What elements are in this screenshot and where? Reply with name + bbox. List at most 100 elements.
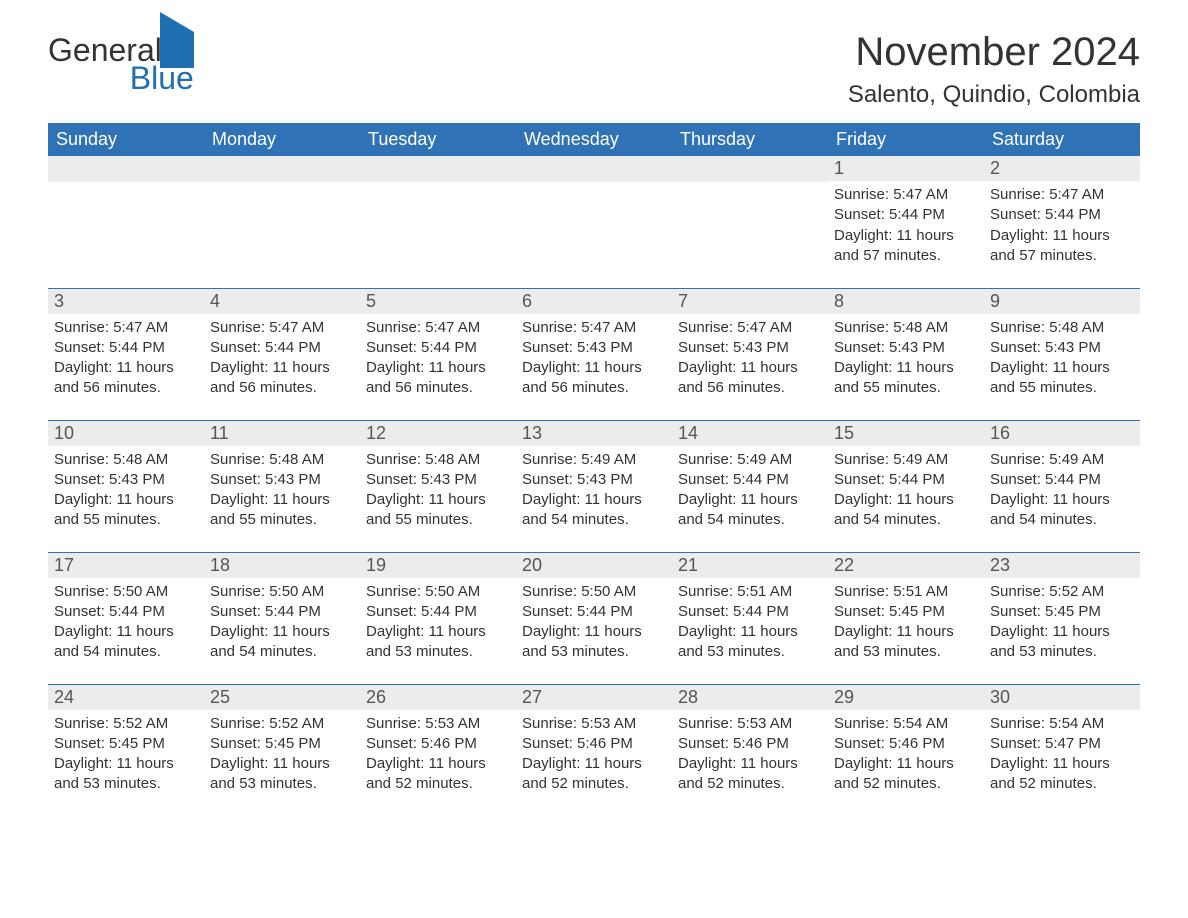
day-details: Sunrise: 5:47 AMSunset: 5:44 PMDaylight:… bbox=[828, 181, 984, 266]
sunset-line: Sunset: 5:44 PM bbox=[990, 205, 1134, 225]
daylight-line: Daylight: 11 hours and 53 minutes. bbox=[834, 622, 978, 663]
sunset-line: Sunset: 5:44 PM bbox=[210, 338, 354, 358]
day-number: 2 bbox=[984, 156, 1140, 181]
day-number: 23 bbox=[984, 553, 1140, 578]
daylight-line: Daylight: 11 hours and 52 minutes. bbox=[366, 754, 510, 795]
calendar-day-cell: 30Sunrise: 5:54 AMSunset: 5:47 PMDayligh… bbox=[984, 684, 1140, 816]
sunrise-line: Sunrise: 5:50 AM bbox=[210, 582, 354, 602]
day-number-bar-empty bbox=[204, 156, 360, 182]
daylight-line: Daylight: 11 hours and 53 minutes. bbox=[990, 622, 1134, 663]
daylight-line: Daylight: 11 hours and 56 minutes. bbox=[366, 358, 510, 399]
sunrise-line: Sunrise: 5:49 AM bbox=[678, 450, 822, 470]
sunrise-line: Sunrise: 5:52 AM bbox=[54, 714, 198, 734]
day-details: Sunrise: 5:53 AMSunset: 5:46 PMDaylight:… bbox=[672, 710, 828, 795]
sunset-line: Sunset: 5:45 PM bbox=[54, 734, 198, 754]
sunrise-line: Sunrise: 5:47 AM bbox=[210, 318, 354, 338]
day-details: Sunrise: 5:50 AMSunset: 5:44 PMDaylight:… bbox=[360, 578, 516, 663]
sunset-line: Sunset: 5:44 PM bbox=[366, 602, 510, 622]
sunrise-line: Sunrise: 5:47 AM bbox=[834, 185, 978, 205]
day-number: 29 bbox=[828, 685, 984, 710]
day-number: 16 bbox=[984, 421, 1140, 446]
daylight-line: Daylight: 11 hours and 53 minutes. bbox=[366, 622, 510, 663]
sunrise-line: Sunrise: 5:51 AM bbox=[834, 582, 978, 602]
day-number: 9 bbox=[984, 289, 1140, 314]
daylight-line: Daylight: 11 hours and 52 minutes. bbox=[678, 754, 822, 795]
day-number: 12 bbox=[360, 421, 516, 446]
day-details: Sunrise: 5:49 AMSunset: 5:43 PMDaylight:… bbox=[516, 446, 672, 531]
sunrise-line: Sunrise: 5:47 AM bbox=[54, 318, 198, 338]
day-details: Sunrise: 5:52 AMSunset: 5:45 PMDaylight:… bbox=[984, 578, 1140, 663]
day-details: Sunrise: 5:52 AMSunset: 5:45 PMDaylight:… bbox=[204, 710, 360, 795]
daylight-line: Daylight: 11 hours and 55 minutes. bbox=[54, 490, 198, 531]
sunrise-line: Sunrise: 5:48 AM bbox=[210, 450, 354, 470]
day-number-bar-empty bbox=[672, 156, 828, 182]
calendar-day-cell: 6Sunrise: 5:47 AMSunset: 5:43 PMDaylight… bbox=[516, 288, 672, 420]
sunset-line: Sunset: 5:43 PM bbox=[678, 338, 822, 358]
calendar-day-cell: 9Sunrise: 5:48 AMSunset: 5:43 PMDaylight… bbox=[984, 288, 1140, 420]
day-number: 11 bbox=[204, 421, 360, 446]
calendar-day-cell: 27Sunrise: 5:53 AMSunset: 5:46 PMDayligh… bbox=[516, 684, 672, 816]
weekday-header: Saturday bbox=[984, 123, 1140, 156]
daylight-line: Daylight: 11 hours and 54 minutes. bbox=[990, 490, 1134, 531]
sunrise-line: Sunrise: 5:49 AM bbox=[990, 450, 1134, 470]
calendar-day-cell: 2Sunrise: 5:47 AMSunset: 5:44 PMDaylight… bbox=[984, 156, 1140, 288]
day-details: Sunrise: 5:48 AMSunset: 5:43 PMDaylight:… bbox=[984, 314, 1140, 399]
daylight-line: Daylight: 11 hours and 54 minutes. bbox=[522, 490, 666, 531]
calendar-day-cell: 12Sunrise: 5:48 AMSunset: 5:43 PMDayligh… bbox=[360, 420, 516, 552]
sunrise-line: Sunrise: 5:50 AM bbox=[522, 582, 666, 602]
weekday-header: Thursday bbox=[672, 123, 828, 156]
calendar-week-row: 17Sunrise: 5:50 AMSunset: 5:44 PMDayligh… bbox=[48, 552, 1140, 684]
day-number: 19 bbox=[360, 553, 516, 578]
calendar-day-cell: 3Sunrise: 5:47 AMSunset: 5:44 PMDaylight… bbox=[48, 288, 204, 420]
daylight-line: Daylight: 11 hours and 56 minutes. bbox=[54, 358, 198, 399]
day-number: 13 bbox=[516, 421, 672, 446]
daylight-line: Daylight: 11 hours and 55 minutes. bbox=[990, 358, 1134, 399]
calendar-day-cell: 16Sunrise: 5:49 AMSunset: 5:44 PMDayligh… bbox=[984, 420, 1140, 552]
daylight-line: Daylight: 11 hours and 53 minutes. bbox=[210, 754, 354, 795]
daylight-line: Daylight: 11 hours and 55 minutes. bbox=[834, 358, 978, 399]
day-details: Sunrise: 5:47 AMSunset: 5:44 PMDaylight:… bbox=[984, 181, 1140, 266]
sunrise-line: Sunrise: 5:49 AM bbox=[834, 450, 978, 470]
calendar-day-cell: 22Sunrise: 5:51 AMSunset: 5:45 PMDayligh… bbox=[828, 552, 984, 684]
calendar-week-row: 3Sunrise: 5:47 AMSunset: 5:44 PMDaylight… bbox=[48, 288, 1140, 420]
day-number: 22 bbox=[828, 553, 984, 578]
calendar-day-cell: 28Sunrise: 5:53 AMSunset: 5:46 PMDayligh… bbox=[672, 684, 828, 816]
sunrise-line: Sunrise: 5:47 AM bbox=[522, 318, 666, 338]
calendar-day-cell bbox=[204, 156, 360, 288]
sunset-line: Sunset: 5:44 PM bbox=[834, 470, 978, 490]
daylight-line: Daylight: 11 hours and 54 minutes. bbox=[678, 490, 822, 531]
sunrise-line: Sunrise: 5:52 AM bbox=[210, 714, 354, 734]
daylight-line: Daylight: 11 hours and 53 minutes. bbox=[54, 754, 198, 795]
calendar-day-cell: 20Sunrise: 5:50 AMSunset: 5:44 PMDayligh… bbox=[516, 552, 672, 684]
sunrise-line: Sunrise: 5:47 AM bbox=[990, 185, 1134, 205]
weekday-header: Monday bbox=[204, 123, 360, 156]
calendar-day-cell bbox=[672, 156, 828, 288]
sunset-line: Sunset: 5:46 PM bbox=[366, 734, 510, 754]
calendar-week-row: 24Sunrise: 5:52 AMSunset: 5:45 PMDayligh… bbox=[48, 684, 1140, 816]
daylight-line: Daylight: 11 hours and 52 minutes. bbox=[990, 754, 1134, 795]
day-number-bar-empty bbox=[360, 156, 516, 182]
day-number: 8 bbox=[828, 289, 984, 314]
day-details: Sunrise: 5:48 AMSunset: 5:43 PMDaylight:… bbox=[360, 446, 516, 531]
sunset-line: Sunset: 5:43 PM bbox=[522, 338, 666, 358]
daylight-line: Daylight: 11 hours and 55 minutes. bbox=[366, 490, 510, 531]
daylight-line: Daylight: 11 hours and 55 minutes. bbox=[210, 490, 354, 531]
sunset-line: Sunset: 5:44 PM bbox=[54, 338, 198, 358]
calendar-day-cell: 13Sunrise: 5:49 AMSunset: 5:43 PMDayligh… bbox=[516, 420, 672, 552]
calendar-day-cell: 24Sunrise: 5:52 AMSunset: 5:45 PMDayligh… bbox=[48, 684, 204, 816]
day-number: 5 bbox=[360, 289, 516, 314]
sunset-line: Sunset: 5:46 PM bbox=[678, 734, 822, 754]
daylight-line: Daylight: 11 hours and 56 minutes. bbox=[522, 358, 666, 399]
calendar-day-cell: 4Sunrise: 5:47 AMSunset: 5:44 PMDaylight… bbox=[204, 288, 360, 420]
day-number: 15 bbox=[828, 421, 984, 446]
day-number-bar-empty bbox=[48, 156, 204, 182]
day-number: 14 bbox=[672, 421, 828, 446]
day-details: Sunrise: 5:50 AMSunset: 5:44 PMDaylight:… bbox=[516, 578, 672, 663]
day-details: Sunrise: 5:51 AMSunset: 5:45 PMDaylight:… bbox=[828, 578, 984, 663]
day-details: Sunrise: 5:47 AMSunset: 5:43 PMDaylight:… bbox=[672, 314, 828, 399]
sunrise-line: Sunrise: 5:53 AM bbox=[522, 714, 666, 734]
day-number: 27 bbox=[516, 685, 672, 710]
day-number: 20 bbox=[516, 553, 672, 578]
daylight-line: Daylight: 11 hours and 54 minutes. bbox=[54, 622, 198, 663]
day-details: Sunrise: 5:50 AMSunset: 5:44 PMDaylight:… bbox=[48, 578, 204, 663]
